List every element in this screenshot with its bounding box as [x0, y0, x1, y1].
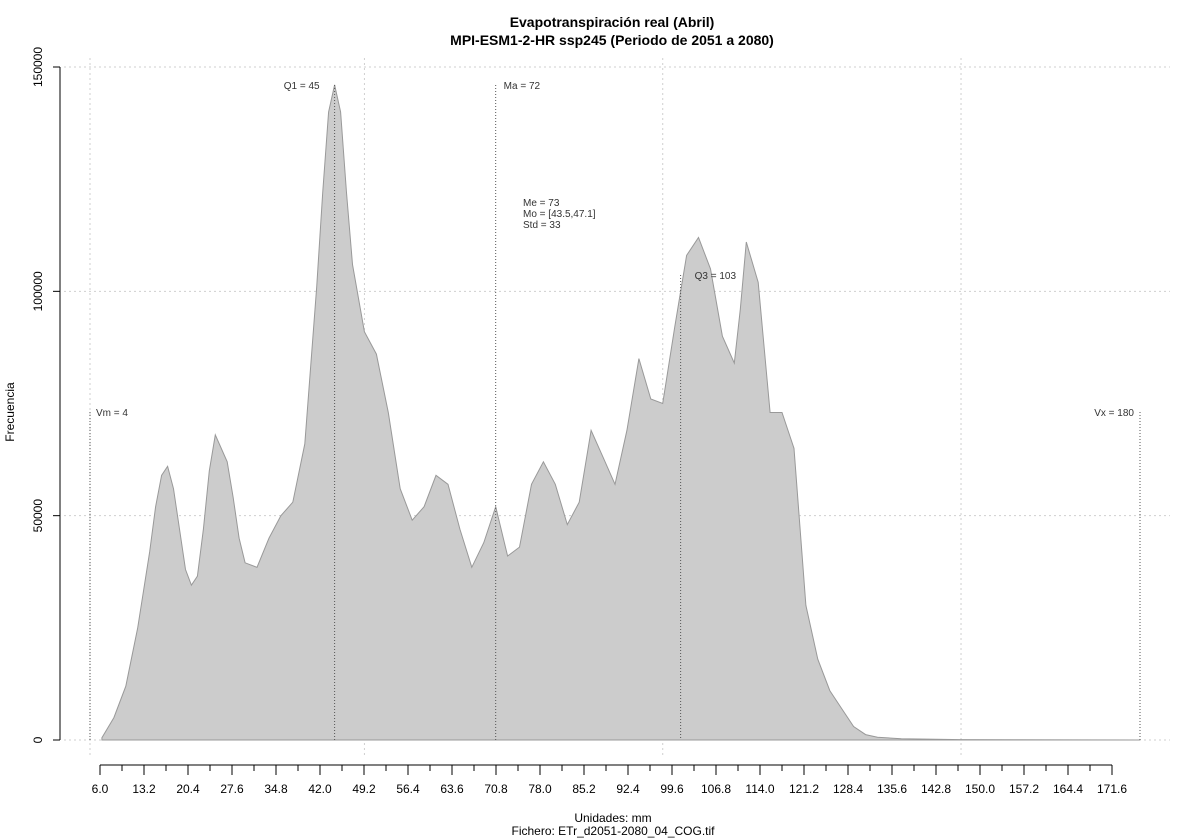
vx-label: Vx = 180	[1094, 408, 1134, 419]
x-tick-label-20: 150.0	[965, 782, 995, 796]
ma-label: Ma = 72	[504, 81, 541, 92]
x-tick-label-2: 20.4	[176, 782, 200, 796]
x-tick-label-23: 171.6	[1097, 782, 1127, 796]
x-tick-label-4: 34.8	[264, 782, 288, 796]
stats-line-1: Mo = [43.5,47.1]	[523, 209, 596, 220]
x-axis-label: Unidades: mm	[574, 811, 651, 825]
x-tick-label-12: 92.4	[616, 782, 640, 796]
density-area	[101, 84, 1141, 741]
x-tick-label-0: 6.0	[92, 782, 109, 796]
q3-label: Q3 = 103	[695, 271, 737, 282]
x-tick-label-13: 99.6	[660, 782, 684, 796]
x-tick-label-8: 63.6	[440, 782, 464, 796]
x-tick-label-9: 70.8	[484, 782, 508, 796]
x-tick-label-16: 121.2	[789, 782, 819, 796]
file-footer: Fichero: ETr_d2051-2080_04_COG.tif	[512, 824, 716, 838]
x-tick-label-7: 56.4	[396, 782, 420, 796]
x-tick-label-17: 128.4	[833, 782, 863, 796]
x-tick-label-22: 164.4	[1053, 782, 1083, 796]
y-tick-label-0: 0	[31, 736, 45, 743]
x-tick-label-18: 135.6	[877, 782, 907, 796]
chart-title: Evapotranspiración real (Abril)	[510, 14, 715, 30]
x-tick-label-19: 142.8	[921, 782, 951, 796]
x-axis: 6.0 13.2 20.4 27.6 34.8 42.0 49.2 56.4 63.6 70.8 7…	[92, 764, 1127, 796]
x-tick-label-14: 106.8	[701, 782, 731, 796]
x-tick-label-3: 27.6	[220, 782, 244, 796]
y-axis-label: Frecuencia	[3, 382, 17, 442]
y-tick-label-1: 50000	[31, 499, 45, 533]
x-tick-label-15: 114.0	[745, 782, 774, 796]
annotations: Vm = 4 Q1 = 45 Ma = 72 Q3 = 103 Vx = 180 Me =…	[89, 81, 1141, 740]
q1-label: Q1 = 45	[284, 81, 320, 92]
y-tick-label-2: 100000	[31, 271, 45, 311]
x-tick-label-1: 13.2	[132, 782, 156, 796]
stats-line-0: Me = 73	[523, 198, 560, 209]
chart-subtitle: MPI-ESM1-2-HR ssp245 (Periodo de 2051 a …	[450, 32, 774, 48]
x-tick-label-11: 85.2	[572, 782, 596, 796]
x-tick-label-6: 49.2	[352, 782, 376, 796]
x-tick-label-10: 78.0	[528, 782, 552, 796]
x-tick-label-5: 42.0	[308, 782, 332, 796]
y-axis: 0 50000 100000 150000	[31, 47, 61, 743]
x-tick-label-21: 157.2	[1009, 782, 1039, 796]
stats-line-2: Std = 33	[523, 220, 561, 231]
y-tick-label-3: 150000	[31, 47, 45, 87]
vm-label: Vm = 4	[96, 408, 128, 419]
